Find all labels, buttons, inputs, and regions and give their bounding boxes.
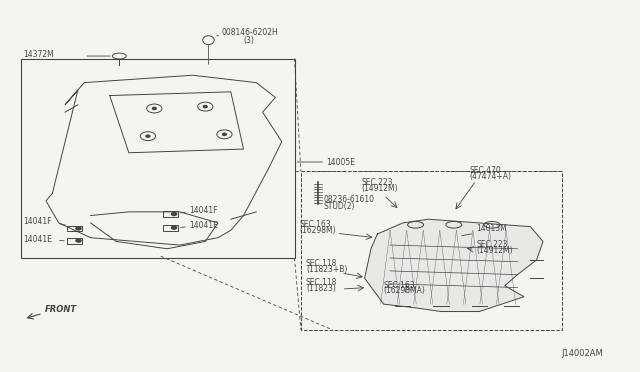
Text: 14005E: 14005E [326,157,355,167]
Text: (11823): (11823) [306,284,336,293]
Text: SEC.470: SEC.470 [470,166,502,175]
Text: (11823+B): (11823+B) [306,265,348,274]
Circle shape [204,106,207,108]
Text: SEC.223: SEC.223 [362,178,393,187]
Bar [163,211,178,217]
Circle shape [146,135,150,137]
Bar [67,238,83,244]
Text: 14041E: 14041E [24,235,52,244]
Text: 14041F: 14041F [189,206,218,215]
Text: 14013M: 14013M [476,224,507,233]
Circle shape [172,226,177,229]
Circle shape [172,212,177,215]
Text: SEC.223: SEC.223 [476,240,508,249]
Bar [301,171,562,330]
Text: (14912M): (14912M) [476,246,513,255]
Text: 14372M: 14372M [24,51,54,60]
Text: (3): (3) [244,36,255,45]
Circle shape [223,133,227,135]
Text: (47474+A): (47474+A) [470,172,512,182]
Text: FRONT: FRONT [45,305,77,314]
Text: (16298MA): (16298MA) [384,286,426,295]
Bar [20,59,294,258]
Text: 08236-61610: 08236-61610 [323,195,374,204]
Circle shape [76,239,81,242]
Text: SEC.163: SEC.163 [384,280,415,289]
Text: (14912M): (14912M) [362,184,398,193]
Bar [67,225,83,231]
Bar [163,225,178,231]
Text: SEC.118: SEC.118 [306,278,337,287]
Text: 14041E: 14041E [189,221,218,230]
Circle shape [152,108,156,110]
Text: SEC.163: SEC.163 [300,220,332,230]
Text: 008146-6202H: 008146-6202H [221,28,278,37]
Text: STUD(2): STUD(2) [323,202,355,211]
Circle shape [76,227,81,230]
Text: (16298M): (16298M) [300,226,336,235]
Text: SEC.118: SEC.118 [306,260,337,269]
Text: J14002AM: J14002AM [562,349,604,358]
Text: 14041F: 14041F [24,217,52,226]
Polygon shape [365,219,543,311]
